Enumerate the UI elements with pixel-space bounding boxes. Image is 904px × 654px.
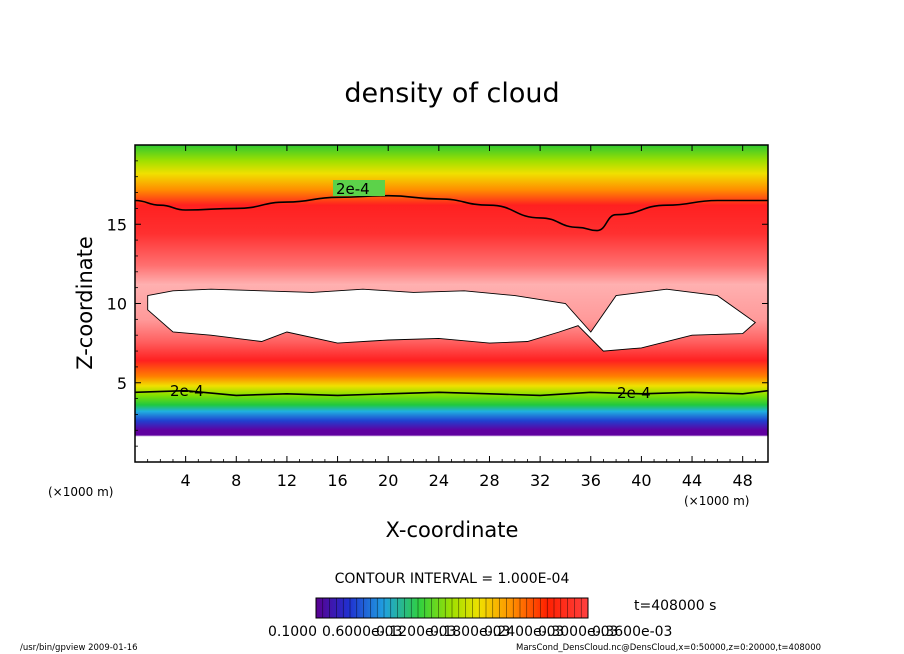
x-tick-label: 48 [733, 471, 753, 490]
x-tick-label: 28 [479, 471, 499, 490]
colorbar-label: 0.2400e-03 [484, 624, 564, 640]
x-tick-label: 24 [429, 471, 449, 490]
cloud-contour [147, 288, 757, 352]
contour-label-lower-right: 2e-4 [617, 384, 651, 402]
x-tick-label: 32 [530, 471, 550, 490]
x-tick-label: 20 [378, 471, 398, 490]
y-tick-label: 15 [107, 215, 127, 234]
footer-source: MarsCond_DensCloud.nc@DensCloud,x=0:5000… [516, 643, 821, 653]
x-tick-label: 16 [327, 471, 347, 490]
colorbar-label: 0.6000e-03 [322, 624, 402, 640]
y-axis-title: Z-coordinate [73, 236, 97, 370]
cloud-region [147, 289, 756, 352]
y-axis: 5 10 15 [107, 160, 768, 447]
y-tick-label: 5 [117, 374, 127, 393]
y-tick-label: 10 [107, 295, 127, 314]
y-units-label: (×1000 m) [48, 485, 113, 499]
colorbar-labels: 0.1000 0.6000e-030.1200e-030.1800e-030.24… [268, 624, 672, 640]
x-tick-label: 40 [631, 471, 651, 490]
contour-label-lower-left: 2e-4 [170, 382, 204, 400]
colorbar-label: 0.3600e-03 [592, 624, 672, 640]
contour-line-lower [135, 389, 768, 397]
x-tick-label: 44 [682, 471, 702, 490]
x-tick-label: 12 [277, 471, 297, 490]
colorbar-label: 0.1000 [268, 624, 317, 640]
x-axis-title: X-coordinate [386, 518, 519, 542]
x-axis: 4 8 12 16 20 24 28 32 36 40 44 48 [147, 145, 756, 490]
footer-program: /usr/bin/gpview 2009-01-16 [20, 643, 138, 653]
x-units-label: (×1000 m) [684, 494, 749, 508]
colorbar-label: 0.1200e-03 [376, 624, 456, 640]
x-tick-label: 36 [581, 471, 601, 490]
chart-title: density of cloud [344, 78, 559, 109]
contour-label-upper: 2e-4 [336, 180, 370, 198]
time-label: t=408000 s [634, 598, 716, 614]
contour-line-upper [135, 194, 768, 232]
contour-label-bg [333, 180, 385, 196]
contour-interval-label: CONTOUR INTERVAL = 1.000E-04 [335, 571, 570, 587]
x-tick-label: 4 [181, 471, 191, 490]
plot-area: 2e-4 2e-4 2e-4 [135, 145, 768, 462]
colorbar-label: 0.3000e-03 [538, 624, 618, 640]
colorbar-label: 0.1800e-03 [430, 624, 510, 640]
colorbar-ticks [322, 598, 582, 618]
x-tick-label: 8 [231, 471, 241, 490]
